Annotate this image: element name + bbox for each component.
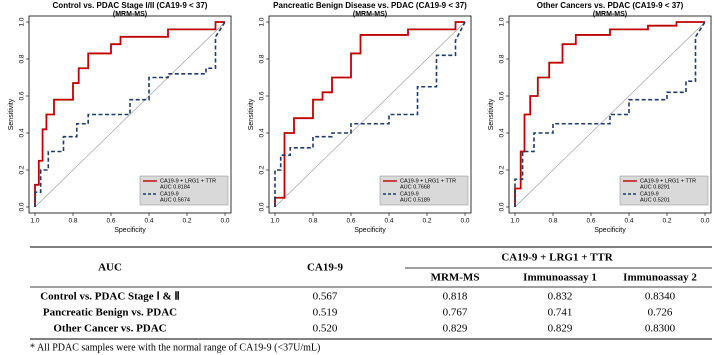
y-tick-label: 0.6 [19, 91, 26, 100]
y-tick-label: 0.8 [259, 54, 266, 63]
x-tick-label: 0.0 [220, 218, 229, 225]
y-tick-label: 0.8 [499, 54, 506, 63]
chart-title: Other Cancers vs. PDAC (CA19-9 < 37) [537, 1, 684, 10]
roc-curve [34, 21, 225, 207]
row-label: Pancreatic Benign vs. PDAC [43, 307, 177, 319]
roc-curve [34, 21, 226, 207]
row-label: Control vs. PDAC Stage Ⅰ & Ⅱ [40, 291, 180, 303]
reference-diagonal [274, 21, 466, 208]
table-header: CA19-9 + LRG1 + TTR [501, 252, 613, 264]
legend-auc: AUC 0.5189 [400, 197, 430, 203]
legend-label: CA19-9 [640, 191, 659, 197]
table-subheader: Immunoassay 1 [523, 272, 597, 284]
table-cell: 0.829 [443, 323, 468, 335]
y-tick-label: 0.2 [259, 165, 266, 174]
chart-subtitle: (MRM-MS) [353, 11, 387, 18]
table-cell: 0.520 [313, 323, 338, 335]
y-axis-label: Sensitivity [248, 98, 255, 130]
legend-label: CA19-9 + LRG1 + TTR [160, 178, 216, 184]
table-cell: 0.726 [648, 307, 673, 319]
y-tick-label: 0.0 [19, 202, 26, 211]
y-tick-label: 1.0 [259, 17, 266, 26]
x-tick-label: 1.0 [510, 218, 519, 225]
x-tick-label: 1.0 [270, 218, 279, 225]
x-axis-label: Specificity [354, 227, 386, 234]
x-tick-label: 0.6 [586, 218, 595, 225]
x-axis-label: Specificity [114, 227, 146, 234]
chart-subtitle: (MRM-MS) [113, 11, 147, 18]
table-cell: 0.818 [443, 291, 468, 303]
plot-frame [268, 15, 472, 214]
roc-curve [514, 21, 705, 207]
roc-curve [274, 21, 466, 207]
reference-diagonal [514, 21, 706, 208]
x-axis-label: Specificity [594, 227, 626, 234]
y-tick-label: 0.8 [19, 54, 26, 63]
x-tick-label: 0.4 [144, 218, 153, 225]
plot-frame [28, 15, 232, 214]
legend-auc: AUC 0.8291 [640, 184, 670, 190]
legend-label: CA19-9 [400, 191, 419, 197]
y-tick-label: 1.0 [19, 17, 26, 26]
legend-auc: AUC 0.5201 [640, 197, 670, 203]
x-tick-label: 0.4 [384, 218, 393, 225]
y-tick-label: 0.6 [259, 91, 266, 100]
table-cell: 0.567 [313, 291, 338, 303]
footnote: * All PDAC samples were with the normal … [30, 342, 320, 353]
table-cell: 0.832 [548, 291, 573, 303]
y-axis-label: Sensitivity [8, 98, 15, 130]
y-tick-label: 0.2 [499, 165, 506, 174]
y-tick-label: 1.0 [499, 17, 506, 26]
table-subheader: Immunoassay 2 [623, 272, 697, 284]
reference-diagonal [34, 21, 226, 208]
x-tick-label: 0.6 [346, 218, 355, 225]
y-axis-label: Sensitivity [488, 98, 495, 130]
x-tick-label: 0.8 [68, 218, 77, 225]
y-tick-label: 0.2 [19, 165, 26, 174]
x-tick-label: 0.0 [700, 218, 709, 225]
y-tick-label: 0.4 [259, 128, 266, 137]
x-tick-label: 0.6 [106, 218, 115, 225]
table-cell: 0.829 [548, 323, 573, 335]
x-tick-label: 0.2 [182, 218, 191, 225]
table-cell: 0.767 [443, 307, 468, 319]
plot-frame [508, 15, 712, 214]
x-tick-label: 1.0 [30, 218, 39, 225]
chart-title: Pancreatic Benign Disease vs. PDAC (CA19… [273, 1, 467, 10]
legend-auc: AUC 0.8184 [160, 184, 190, 190]
chart-subtitle: (MRM-MS) [593, 11, 627, 18]
table-subheader: MRM-MS [431, 272, 480, 284]
x-tick-label: 0.8 [548, 218, 557, 225]
legend-label: CA19-9 [160, 191, 179, 197]
row-label: Other Cancer vs. PDAC [53, 323, 166, 335]
y-tick-label: 0.6 [499, 91, 506, 100]
legend-label: CA19-9 + LRG1 + TTR [640, 178, 696, 184]
x-tick-label: 0.2 [422, 218, 431, 225]
table-cell: 0.741 [548, 307, 573, 319]
legend-auc: AUC 0.7668 [400, 184, 430, 190]
table-header: AUC [98, 262, 122, 274]
legend-label: CA19-9 + LRG1 + TTR [400, 178, 456, 184]
x-tick-label: 0.8 [308, 218, 317, 225]
y-tick-label: 0.4 [499, 128, 506, 137]
table-header: CA19-9 [307, 262, 344, 274]
chart-title: Control vs. PDAC Stage I/II (CA19-9 < 37… [53, 1, 208, 10]
x-tick-label: 0.2 [662, 218, 671, 225]
x-tick-label: 0.4 [624, 218, 633, 225]
x-tick-label: 0.0 [460, 218, 469, 225]
y-tick-label: 0.0 [499, 202, 506, 211]
table-cell: 0.8340 [645, 291, 676, 303]
y-tick-label: 0.4 [19, 128, 26, 137]
legend-auc: AUC 0.5674 [160, 197, 190, 203]
table-cell: 0.519 [313, 307, 338, 319]
roc-curve [274, 21, 465, 207]
table-cell: 0.8300 [645, 323, 676, 335]
y-tick-label: 0.0 [259, 202, 266, 211]
